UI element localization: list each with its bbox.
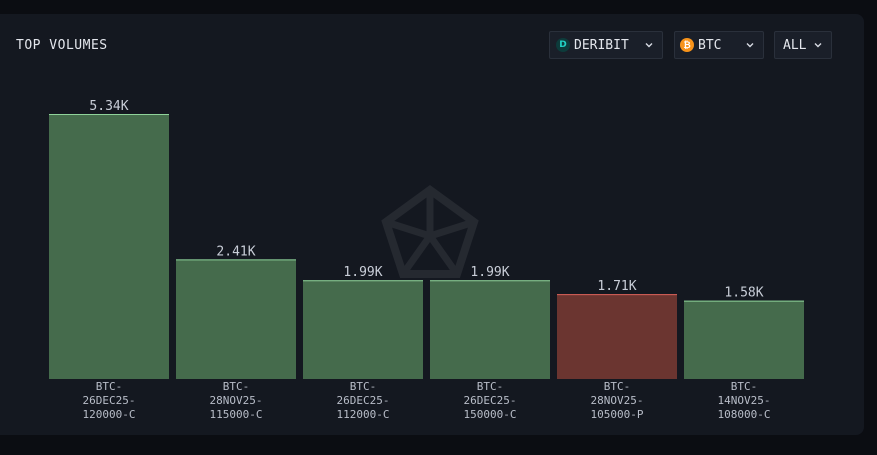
watermark-logo <box>381 185 479 278</box>
x-tick-label: BTC-26DEC25-120000-C <box>83 380 136 421</box>
range-label: ALL <box>783 37 807 53</box>
x-tick-label: BTC-28NOV25-105000-P <box>591 380 644 421</box>
exchange-dropdown[interactable]: D DERIBIT <box>549 31 663 59</box>
asset-dropdown[interactable]: ₿ BTC <box>674 31 764 59</box>
bar-value-label: 5.34K <box>89 99 128 114</box>
x-tick-label: BTC-28NOV25-115000-C <box>210 380 263 421</box>
bar-value-label: 1.99K <box>343 265 382 280</box>
bar-btc-28nov25-115000-c[interactable] <box>176 259 296 379</box>
bar-btc-14nov25-108000-c[interactable] <box>684 300 804 379</box>
bar-value-label: 2.41K <box>216 244 255 259</box>
chevron-down-icon <box>746 43 754 48</box>
deribit-icon: D <box>556 38 570 52</box>
bar-btc-26dec25-150000-c[interactable] <box>430 280 550 379</box>
exchange-label: DERIBIT <box>574 37 629 53</box>
bar-value-label: 1.99K <box>470 265 509 280</box>
chevron-down-icon <box>814 43 822 48</box>
bitcoin-icon: ₿ <box>680 38 694 52</box>
bars-group: 5.34K BTC-26DEC25-120000-C 2.41K BTC-28NOV2… <box>49 99 804 421</box>
top-volumes-panel: TOP VOLUMES D DERIBIT ₿ BTC ALL 5.34K BTC… <box>0 14 864 435</box>
x-tick-label: BTC-26DEC25-112000-C <box>337 380 390 421</box>
bar-value-label: 1.58K <box>724 286 763 301</box>
bar-value-label: 1.71K <box>597 279 636 294</box>
chevron-down-icon <box>645 43 653 48</box>
bar-btc-26dec25-112000-c[interactable] <box>303 280 423 379</box>
x-tick-label: BTC-14NOV25-108000-C <box>718 380 771 421</box>
bar-btc-26dec25-120000-c[interactable] <box>49 114 169 379</box>
panel-title: TOP VOLUMES <box>16 38 108 53</box>
volume-bar-chart: 5.34K BTC-26DEC25-120000-C 2.41K BTC-28NOV2… <box>49 99 804 421</box>
asset-label: BTC <box>698 37 722 53</box>
bar-btc-28nov25-105000-p[interactable] <box>557 294 677 379</box>
x-tick-label: BTC-26DEC25-150000-C <box>464 380 517 421</box>
range-dropdown[interactable]: ALL <box>774 31 832 59</box>
